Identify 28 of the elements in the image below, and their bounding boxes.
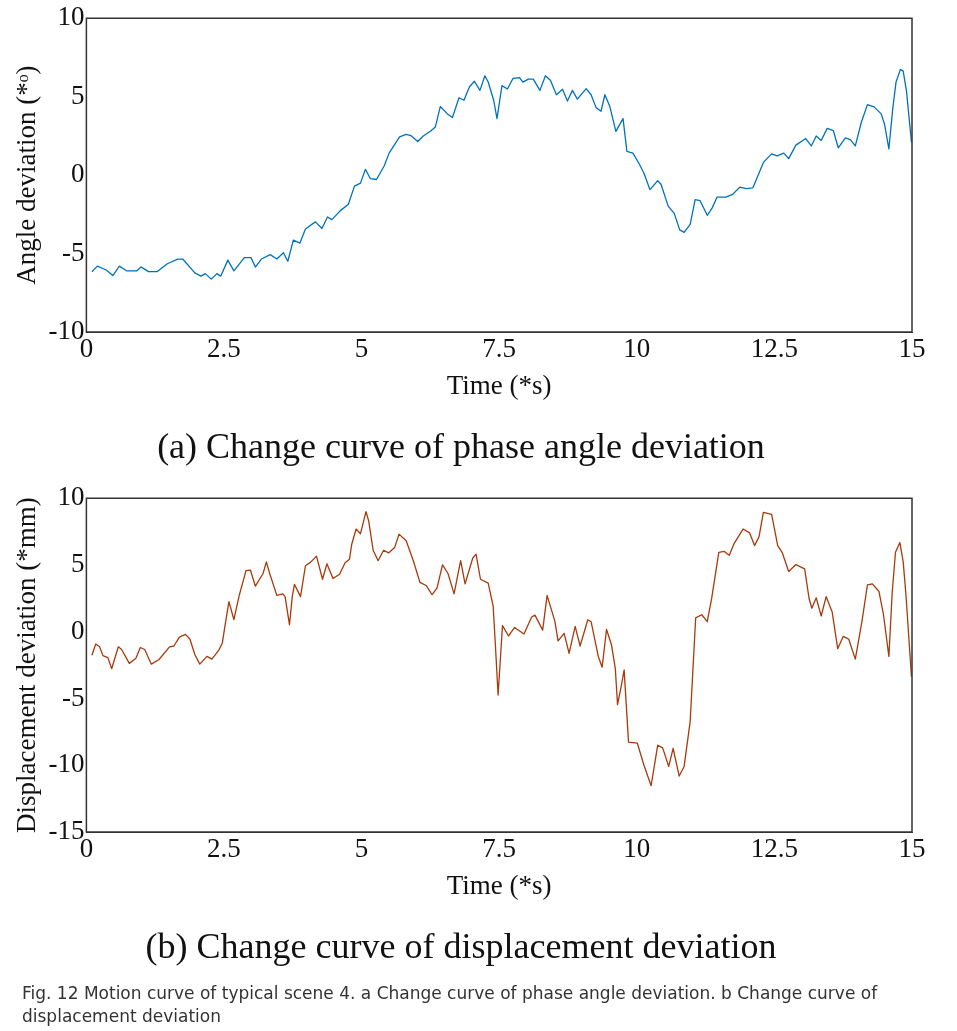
x-axis-title: Time (*s): [446, 369, 552, 400]
y-tick-label: 10: [57, 1, 85, 32]
caption: Fig. 12 Motion curve of typical scene 4. a Change curve of phase angle deviation. b Change curve of displacement deviation: [21, 982, 879, 1028]
y-tick-label: -5: [61, 681, 85, 712]
y-tick-label: 10: [57, 481, 85, 512]
y-axis-title: Displacement deviation (*mm): [11, 497, 42, 834]
y-tick-label: 5: [70, 548, 85, 579]
x-tick-label: 2.5: [207, 333, 241, 364]
text: (b) Change curve of displacement deviation: [145, 925, 777, 966]
x-tick-label: 2.5: [207, 833, 241, 864]
x-tick-label: 12.5: [750, 833, 799, 864]
x-axis-title: Time (*s): [446, 869, 552, 900]
y-axis-title: Angle deviation (*ᵒ): [11, 65, 42, 285]
x-tick-label: 10: [623, 333, 651, 364]
x-tick-label: 5: [354, 833, 369, 864]
y-tick-label: -10: [48, 748, 85, 779]
y-tick-label: -5: [61, 236, 85, 267]
text: (a) Change curve of phase angle deviation: [157, 425, 765, 466]
x-tick-label: 15: [898, 833, 926, 864]
y-tick-label: 0: [70, 614, 85, 645]
x-tick-label: 7.5: [482, 833, 517, 864]
y-tick-label: 5: [70, 79, 85, 110]
x-tick-label: 7.5: [482, 333, 517, 364]
x-tick-label: 15: [898, 333, 926, 364]
x-tick-label: 12.5: [750, 333, 799, 364]
x-tick-label: 5: [354, 333, 369, 364]
y-tick-label: 0: [70, 158, 85, 189]
x-tick-label: 10: [623, 833, 651, 864]
